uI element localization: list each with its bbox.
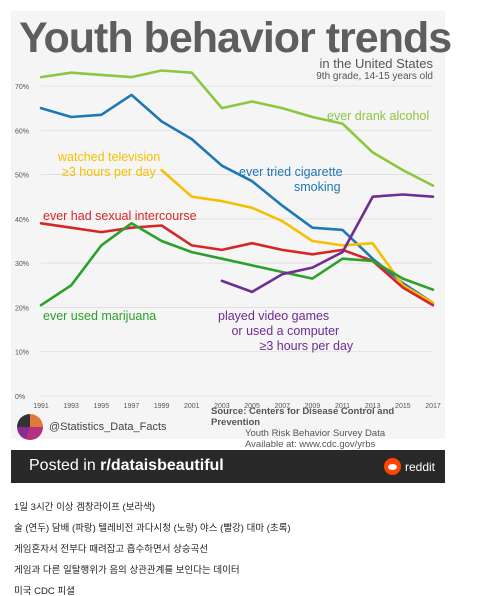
x-tick-label: 2015 (395, 403, 411, 410)
chart-subtitle-2: 9th grade, 14-15 years old (316, 71, 433, 82)
series-line-marijuana (39, 222, 435, 307)
series-label-sex: ever had sexual intercourse (43, 209, 197, 223)
post-comment: 1일 3시간 이상 겜창라이프 (보라색) 술 (연두) 담배 (파랑) 텔레비… (14, 497, 291, 596)
chart-card: 0% 10% 20% 30% 40% 50% 60% 70% 1991 1993 1995 1997 1… (11, 11, 452, 450)
comment-line: 게임혼자서 전부다 때려잡고 흡수하면서 상승곡선 (14, 544, 209, 555)
reddit-brand: reddit (383, 458, 435, 475)
y-tick-label: 20% (15, 305, 29, 312)
y-tick-label: 0% (15, 394, 25, 401)
x-tick-label: 1997 (124, 403, 140, 410)
chart-subtitle: in the United States (319, 56, 433, 71)
comment-line: 미국 CDC 피셜 (14, 586, 75, 596)
credit: @Statistics_Data_Facts (17, 413, 167, 441)
x-tick-label: 1993 (63, 403, 79, 410)
series-label-cigarette: ever tried cigarette smoking (239, 165, 343, 194)
series-line-games (220, 193, 435, 294)
x-tick-label: 2007 (274, 403, 290, 410)
series-line-cigarette (39, 93, 435, 305)
series-line-alcohol (39, 69, 435, 187)
banner-text: Posted in r/dataisbeautiful (29, 457, 224, 474)
reddit-banner[interactable]: Posted in r/dataisbeautiful reddit (11, 450, 445, 483)
x-tick-label: 2017 (425, 403, 441, 410)
x-tick-label: 2011 (335, 403, 350, 410)
x-tick-label: 2003 (214, 403, 230, 410)
series-label-alcohol: ever drank alcohol (327, 109, 430, 123)
y-tick-label: 40% (15, 217, 29, 224)
credit-handle: @Statistics_Data_Facts (49, 421, 167, 433)
chart-title: Youth behavior trends (19, 14, 452, 62)
series-label-games: played video games or used a computer ≥3… (218, 309, 354, 353)
x-tick-label: 2005 (244, 403, 260, 410)
reddit-alien-icon (383, 458, 401, 475)
series-label-tv: watched television ≥3 hours per day (58, 150, 161, 179)
series-line-sex (39, 222, 435, 307)
comment-line: 술 (연두) 담배 (파랑) 텔레비전 과다시청 (노랑) 야스 (빨강) 대마… (14, 523, 291, 534)
x-tick-label: 2009 (305, 403, 321, 410)
y-tick-label: 60% (15, 128, 29, 135)
statistics-logo-icon (17, 414, 43, 440)
y-tick-label: 50% (15, 173, 29, 180)
y-tick-label: 10% (15, 350, 29, 357)
x-tick-label: 2013 (365, 403, 381, 410)
subreddit-link[interactable]: r/dataisbeautiful (100, 457, 224, 474)
x-tick-label: 1991 (33, 403, 49, 410)
series-line-tv (160, 168, 435, 305)
comment-line: 1일 3시간 이상 겜창라이프 (보라색) (14, 502, 156, 513)
x-tick-label: 2001 (184, 403, 200, 410)
series-label-marijuana: ever used marijuana (43, 309, 157, 323)
y-tick-label: 30% (15, 261, 29, 268)
line-chart: 0% 10% 20% 30% 40% 50% 60% 70% 1991 1993 1995 1997 1… (15, 69, 441, 410)
comment-line: 게임과 다른 일탈행위가 음의 상관관계를 보인다는 데이터 (14, 565, 240, 576)
source-note: Source: Centers for Disease Control and … (211, 406, 395, 450)
x-tick-label: 1995 (94, 403, 110, 410)
x-tick-label: 1999 (154, 403, 170, 410)
y-tick-label: 70% (15, 84, 29, 91)
